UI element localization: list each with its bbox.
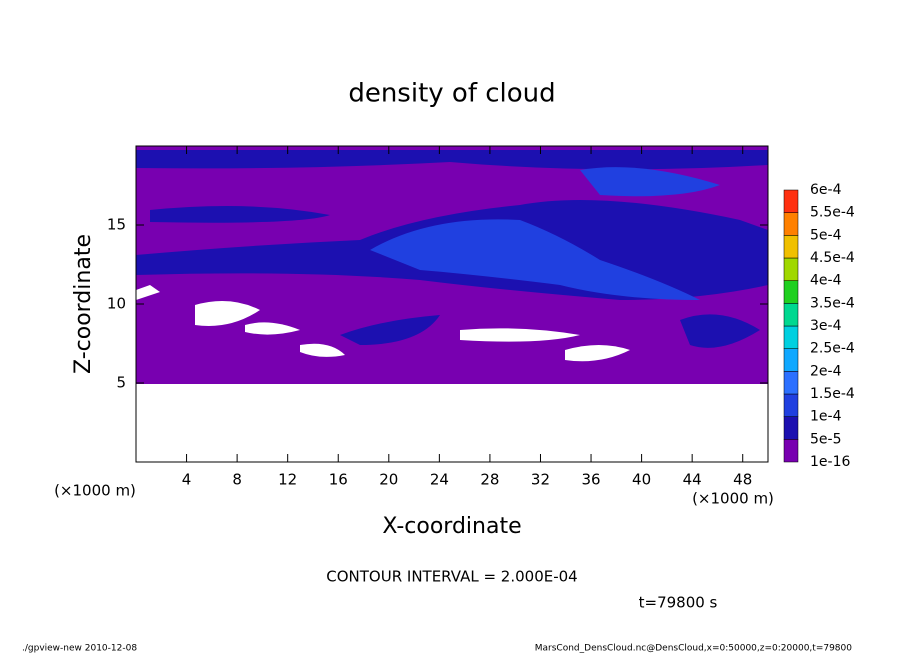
colorbar-label: 5.5e-4	[810, 205, 855, 221]
colorbar-label: 5e-4	[810, 227, 842, 243]
colorbar-label: 2e-4	[810, 363, 842, 379]
x-tick-label: 36	[581, 471, 600, 489]
colorbar-box	[783, 280, 799, 304]
x-axis-label: X-coordinate	[382, 514, 521, 539]
y-tick-label: 10	[107, 295, 126, 313]
colorbar-box	[783, 189, 799, 213]
colorbar-box	[783, 416, 799, 440]
field-band	[580, 167, 720, 197]
colorbar-box	[783, 303, 799, 327]
field-gap	[245, 322, 300, 335]
contour-field	[136, 146, 768, 384]
colorbar-box	[783, 348, 799, 372]
colorbar-label: 5e-5	[810, 431, 841, 447]
x-tick-label: 8	[232, 471, 242, 489]
colorbar-label: 6e-4	[810, 182, 842, 198]
x-tick-label: 16	[329, 471, 348, 489]
x-tick-label: 32	[531, 471, 550, 489]
colorbar-box	[783, 439, 799, 463]
colorbar-box	[783, 393, 799, 417]
x-tick-label: 40	[632, 471, 651, 489]
x-tick-label: 4	[182, 471, 192, 489]
field-gap	[300, 343, 345, 357]
colorbar-label: 1e-16	[810, 454, 850, 470]
x-unit: (×1000 m)	[692, 490, 774, 508]
field-band	[680, 314, 760, 348]
field-gap	[136, 285, 160, 300]
field-gap	[460, 328, 580, 342]
colorbar-label: 1e-4	[810, 409, 842, 425]
x-tick-label: 28	[480, 471, 499, 489]
x-tick-label: 44	[683, 471, 702, 489]
colorbar-box	[783, 212, 799, 236]
chart-title: density of cloud	[348, 79, 555, 109]
x-tick-label: 48	[733, 471, 752, 489]
footer-right: MarsCond_DensCloud.nc@DensCloud,x=0:5000…	[535, 644, 852, 654]
colorbar-label: 4e-4	[810, 273, 842, 289]
x-tick-label: 24	[430, 471, 449, 489]
field-band	[136, 150, 768, 170]
footer-left: ./gpview-new 2010-12-08	[22, 644, 137, 654]
colorbar-label: 4.5e-4	[810, 250, 855, 266]
colorbar-box	[783, 235, 799, 259]
y-tick-label: 15	[107, 216, 126, 234]
y-unit: (×1000 m)	[54, 482, 136, 500]
x-tick-label: 12	[278, 471, 297, 489]
colorbar-box	[783, 371, 799, 395]
field-band	[370, 219, 700, 300]
colorbar-box	[783, 257, 799, 281]
colorbar-box	[783, 325, 799, 349]
colorbar-label: 3.5e-4	[810, 295, 855, 311]
colorbar-label: 3e-4	[810, 318, 842, 334]
colorbar-label: 2.5e-4	[810, 341, 855, 357]
colorbar-label: 1.5e-4	[810, 386, 855, 402]
x-tick-label: 20	[379, 471, 398, 489]
field-gap	[195, 301, 260, 326]
y-tick-label: 5	[116, 374, 126, 392]
contour-interval: CONTOUR INTERVAL = 2.000E-04	[326, 568, 577, 586]
field-band	[340, 315, 440, 345]
y-axis-label: Z-coordinate	[71, 234, 96, 374]
time-label: t=79800 s	[639, 594, 718, 612]
field-band	[150, 206, 330, 223]
field-gap	[565, 345, 630, 362]
